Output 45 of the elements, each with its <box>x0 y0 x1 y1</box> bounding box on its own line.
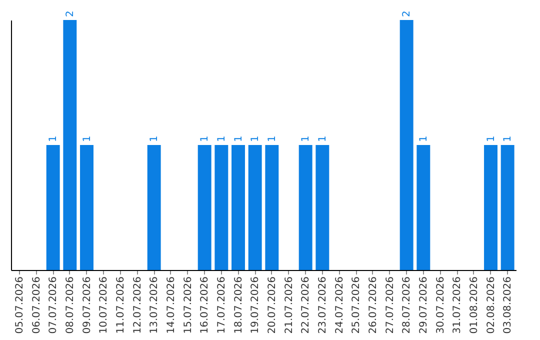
x-tick-label: 19.07.2026 <box>250 276 262 334</box>
x-tick-label: 23.07.2026 <box>317 276 328 334</box>
x-tick-label: 21.07.2026 <box>284 276 295 334</box>
data-label: 1 <box>48 136 60 142</box>
x-tick-label: 15.07.2026 <box>182 276 194 334</box>
x-tick-label: 07.07.2026 <box>48 276 60 334</box>
x-tick-label: 22.07.2026 <box>300 276 312 334</box>
x-tick-label: 27.07.2026 <box>384 276 396 334</box>
x-tick-label: 02.08.2026 <box>486 276 497 334</box>
data-label: 1 <box>200 136 211 142</box>
x-tick-label: 29.07.2026 <box>418 276 430 334</box>
x-tick-label: 06.07.2026 <box>31 276 42 334</box>
x-tick-label: 03.08.2026 <box>502 276 514 334</box>
x-tick-label: 16.07.2026 <box>200 276 211 334</box>
x-tick-label: 28.07.2026 <box>402 276 413 334</box>
data-label: 1 <box>486 136 497 142</box>
data-label: 2 <box>64 10 76 17</box>
data-label: 1 <box>266 136 278 142</box>
data-label: 1 <box>317 136 328 142</box>
data-label: 1 <box>300 136 312 142</box>
x-tick-label: 31.07.2026 <box>452 276 464 334</box>
data-label: 2 <box>402 10 413 17</box>
x-tick-label: 08.07.2026 <box>64 276 76 334</box>
x-tick-label: 14.07.2026 <box>166 276 177 334</box>
x-tick-label: 30.07.2026 <box>435 276 446 334</box>
x-tick-label: 10.07.2026 <box>98 276 110 334</box>
x-tick-label: 01.08.2026 <box>468 276 480 334</box>
x-tick-label: 17.07.2026 <box>216 276 228 334</box>
x-tick-label: 12.07.2026 <box>132 276 144 334</box>
data-label: 1 <box>250 136 262 142</box>
data-label: 1 <box>216 136 228 142</box>
x-tick-label: 18.07.2026 <box>233 276 244 334</box>
x-tick-label: 25.07.2026 <box>351 276 362 334</box>
data-label: 1 <box>418 136 430 142</box>
data-label: 1 <box>82 136 93 142</box>
x-tick-label: 26.07.2026 <box>368 276 379 334</box>
x-tick-label: 05.07.2026 <box>14 276 26 334</box>
x-tick-label: 13.07.2026 <box>149 276 160 334</box>
data-label: 1 <box>502 136 514 142</box>
x-tick-label: 20.07.2026 <box>266 276 278 334</box>
x-tick-label: 24.07.2026 <box>334 276 346 334</box>
x-tick-label: 09.07.2026 <box>82 276 93 334</box>
data-label: 1 <box>149 136 160 142</box>
x-tick-label: 11.07.2026 <box>115 276 126 334</box>
data-label: 1 <box>233 136 244 142</box>
